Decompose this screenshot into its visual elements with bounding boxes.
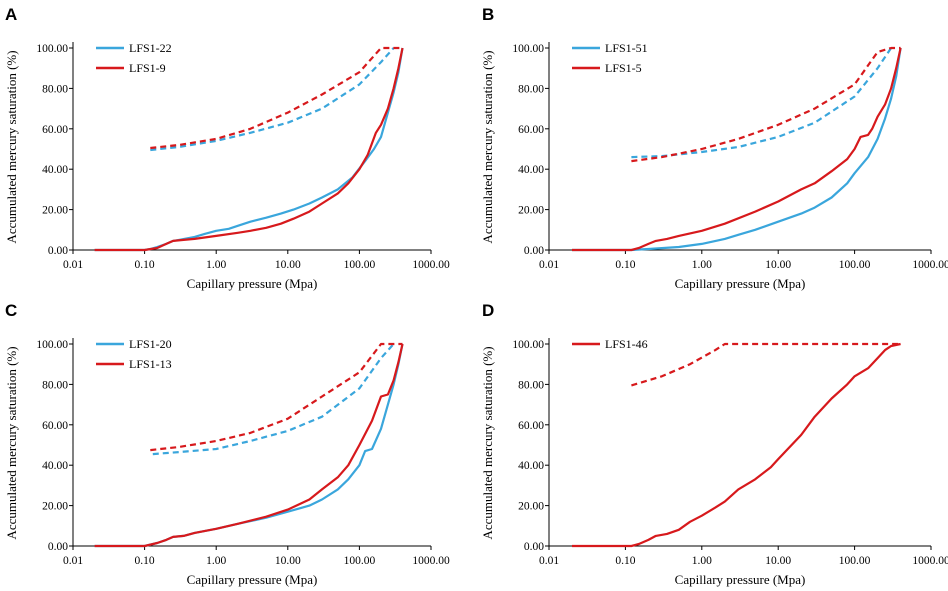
series-lfs1-22 <box>94 47 404 252</box>
injection-curve <box>94 47 404 252</box>
chart-panel-b: B 0.00 20.00 40.00 60.00 80.00 100.00 0.01 0.10 1… <box>480 5 948 291</box>
withdrawal-curve <box>631 46 901 163</box>
y-tick-label: 0.00 <box>48 245 68 257</box>
y-tick-label: 100.00 <box>36 43 68 55</box>
x-tick-label: 0.10 <box>135 555 155 567</box>
y-tick-label: 60.00 <box>518 124 544 136</box>
y-tick-label: 20.00 <box>518 205 544 217</box>
withdrawal-curve <box>150 47 395 152</box>
withdrawal-curve <box>631 342 901 387</box>
x-tick-label: 100.00 <box>839 259 871 271</box>
x-tick-label: 1.00 <box>692 259 712 271</box>
x-tick-label: 0.10 <box>135 259 155 271</box>
legend-label: LFS1-5 <box>605 61 642 75</box>
legend: LFS1-46 <box>572 337 648 351</box>
y-tick-label: 100.00 <box>512 43 544 55</box>
series-lfs1-13 <box>94 342 404 548</box>
x-tick-label: 1000.00 <box>912 555 948 567</box>
injection-curve <box>94 47 404 252</box>
y-tick-label: 100.00 <box>36 339 68 351</box>
x-tick-label: 100.00 <box>839 555 871 567</box>
y-tick-label: 80.00 <box>518 379 544 391</box>
x-tick-label: 10.00 <box>275 555 301 567</box>
legend-label: LFS1-51 <box>605 41 648 55</box>
x-tick-label: 0.01 <box>539 555 559 567</box>
y-tick-label: 20.00 <box>42 501 68 513</box>
injection-curve <box>94 343 404 548</box>
x-axis-title: Capillary pressure (Mpa) <box>187 572 318 587</box>
y-tick-label: 20.00 <box>518 501 544 513</box>
panel-letter: C <box>5 301 17 320</box>
injection-curve <box>572 47 902 252</box>
chart-panel-a: A 0.00 20.00 40.00 60.00 80.00 100.00 0.01 0.10 1… <box>4 5 450 291</box>
y-axis-title: Accumulated mercury saturation (%) <box>480 50 495 243</box>
x-axis-title: Capillary pressure (Mpa) <box>675 572 806 587</box>
y-tick-label: 0.00 <box>524 541 544 553</box>
x-tick-label: 1000.00 <box>412 555 450 567</box>
panel-letter: D <box>482 301 494 320</box>
x-tick-label: 100.00 <box>344 259 376 271</box>
x-tick-label: 0.10 <box>615 555 635 567</box>
legend-label: LFS1-20 <box>129 337 172 351</box>
y-axis-title: Accumulated mercury saturation (%) <box>4 50 19 243</box>
y-tick-label: 40.00 <box>42 460 68 472</box>
x-axis-title: Capillary pressure (Mpa) <box>675 276 806 291</box>
legend-label: LFS1-9 <box>129 61 166 75</box>
panel-letter: A <box>5 5 17 24</box>
y-tick-label: 20.00 <box>42 205 68 217</box>
y-axis-title: Accumulated mercury saturation (%) <box>4 346 19 539</box>
legend: LFS1-22 LFS1-9 <box>96 41 172 75</box>
x-tick-label: 1000.00 <box>912 259 948 271</box>
x-tick-label: 100.00 <box>344 555 376 567</box>
withdrawal-curve <box>152 343 395 456</box>
x-tick-label: 0.10 <box>615 259 635 271</box>
panel-letter: B <box>482 5 494 24</box>
x-tick-label: 10.00 <box>275 259 301 271</box>
y-tick-label: 80.00 <box>42 83 68 95</box>
x-tick-label: 1000.00 <box>412 259 450 271</box>
x-axis-title: Capillary pressure (Mpa) <box>187 276 318 291</box>
y-tick-label: 100.00 <box>512 339 544 351</box>
x-tick-label: 1.00 <box>206 259 226 271</box>
y-tick-label: 40.00 <box>518 164 544 176</box>
y-tick-label: 0.00 <box>48 541 68 553</box>
x-tick-label: 1.00 <box>692 555 712 567</box>
withdrawal-curve <box>150 46 403 150</box>
y-tick-label: 60.00 <box>42 420 68 432</box>
withdrawal-curve <box>631 47 893 159</box>
series-lfs1-9 <box>94 46 404 252</box>
y-tick-label: 60.00 <box>42 124 68 136</box>
legend-label: LFS1-13 <box>129 357 172 371</box>
x-tick-label: 0.01 <box>63 555 83 567</box>
x-tick-label: 0.01 <box>539 259 559 271</box>
x-tick-label: 0.01 <box>63 259 83 271</box>
y-tick-label: 40.00 <box>42 164 68 176</box>
chart-panel-c: C 0.00 20.00 40.00 60.00 80.00 100.00 0.01 0.10 1… <box>4 301 450 587</box>
withdrawal-curve <box>150 342 403 452</box>
x-tick-label: 10.00 <box>765 555 791 567</box>
y-tick-label: 80.00 <box>518 83 544 95</box>
x-tick-label: 1.00 <box>206 555 226 567</box>
legend: LFS1-20 LFS1-13 <box>96 337 172 371</box>
injection-curve <box>572 342 901 548</box>
y-tick-label: 40.00 <box>518 460 544 472</box>
x-tick-label: 10.00 <box>765 259 791 271</box>
series-lfs1-46 <box>572 342 901 548</box>
legend-label: LFS1-46 <box>605 337 648 351</box>
series-lfs1-5 <box>572 46 902 252</box>
legend-label: LFS1-22 <box>129 41 172 55</box>
legend: LFS1-51 LFS1-5 <box>572 41 648 75</box>
y-tick-label: 80.00 <box>42 379 68 391</box>
y-tick-label: 60.00 <box>518 420 544 432</box>
y-axis-title: Accumulated mercury saturation (%) <box>480 346 495 539</box>
y-tick-label: 0.00 <box>524 245 544 257</box>
injection-curve <box>572 47 902 252</box>
chart-panel-d: D 0.00 20.00 40.00 60.00 80.00 100.00 0.01 0.10 1… <box>480 301 948 587</box>
